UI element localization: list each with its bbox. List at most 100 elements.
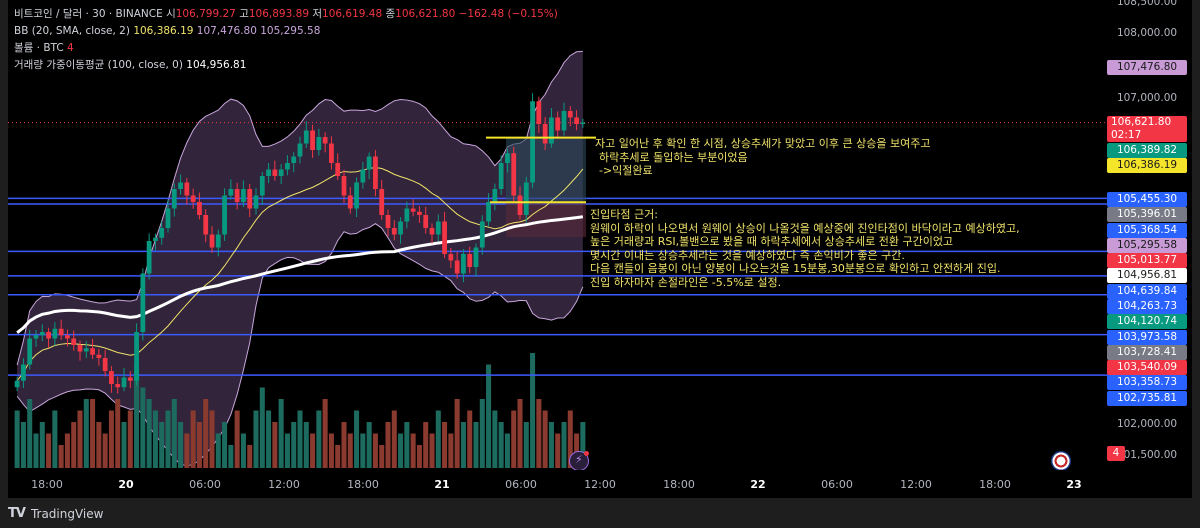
candle-body (222, 195, 227, 235)
volume-bar (486, 364, 492, 468)
note-line: 다음 캔들이 음봉이 아닌 양봉이 나오는것을 15분봉,30분봉으로 확인하고… (590, 262, 1001, 275)
volume-bar (228, 445, 234, 468)
price-label: 104,263.73 (1107, 299, 1187, 314)
price-plot[interactable] (8, 0, 1192, 470)
candle-body (385, 215, 391, 228)
bb-basis-line (16, 167, 584, 382)
price-tick: 102,000.00 (1116, 418, 1178, 430)
price-label: 104,120.74 (1107, 314, 1187, 329)
time-tick: 12:00 (900, 478, 932, 491)
price-label-text: 104,956.81 (1116, 269, 1178, 281)
high-label: 고 (239, 8, 249, 20)
bb-upper-line (16, 50, 583, 366)
volume-bar (567, 410, 573, 468)
volume-bar (278, 399, 284, 468)
price-label: 105,396.01 (1107, 207, 1187, 222)
volume-bar (266, 410, 272, 468)
candle-body (159, 228, 165, 238)
price-tick: 108,500.00 (1116, 0, 1178, 8)
candle-body (96, 354, 102, 358)
time-tick: 18:00 (31, 478, 63, 491)
us-flag-icon[interactable] (1051, 451, 1071, 470)
price-tick: 108,000.00 (1116, 27, 1178, 39)
candle-body (530, 101, 535, 183)
symbol-title[interactable]: 비트코인 / 달러 · 30 · BINANCE (14, 8, 163, 20)
candle-body (247, 189, 253, 209)
price-label-text: 103,728.41 (1116, 346, 1178, 358)
volume-bar (222, 422, 228, 468)
candle-body (46, 332, 51, 339)
volume-bar (140, 387, 146, 468)
volume-bar (328, 433, 334, 468)
candle-body (27, 338, 33, 365)
candle-body (39, 332, 45, 336)
candle-body (266, 169, 271, 176)
lightning-icon[interactable]: ⚡ (569, 451, 589, 470)
volume-bar (134, 364, 140, 468)
price-label: 104,956.81 (1107, 268, 1187, 283)
volume-bar (52, 410, 58, 468)
price-label-text: 103,358.73 (1116, 376, 1178, 388)
volume-bar (347, 433, 353, 468)
candle-body (398, 221, 403, 235)
time-tick: 06:00 (505, 478, 537, 491)
price-label-text: 104,263.73 (1116, 300, 1178, 312)
tradingview-logo[interactable]: TV TradingView (8, 506, 103, 521)
volume-bar (429, 433, 435, 468)
exit-note[interactable]: 자고 일어난 후 확인 한 시점, 상승추세가 맞았고 이후 큰 상승을 보여주… (595, 137, 930, 178)
vwma-label: 거래량 가중이동평균 (100, close, 0) (14, 59, 183, 71)
volume-bar (322, 399, 328, 468)
close-value: 106,621.80 (395, 8, 456, 20)
time-tick: 23 (1066, 478, 1082, 491)
time-tick: 18:00 (663, 478, 695, 491)
volume-bar (467, 410, 473, 468)
entry-note[interactable]: 진입타점 근거: 원웨이 하락이 나오면서 원웨이 상승이 나올것을 예상중에 … (590, 208, 1020, 289)
volume-bar (190, 410, 196, 468)
note-line: ->익절완료 (599, 164, 653, 177)
candle-body (442, 221, 447, 254)
candle-body (291, 156, 297, 163)
candle-body (486, 202, 491, 222)
chart-canvas[interactable]: 비트코인 / 달러 · 30 · BINANCE 시106,799.27 고10… (8, 0, 1192, 470)
price-label: 103,540.09 (1107, 360, 1187, 375)
vwma-row[interactable]: 거래량 가중이동평균 (100, close, 0) 104,956.81 (14, 57, 558, 74)
volume-bar (83, 399, 89, 468)
volume-row[interactable]: 볼륨 · BTC 4 (14, 40, 558, 57)
volume-bar (410, 433, 416, 468)
candle-body (153, 237, 158, 241)
candle-body (209, 234, 215, 248)
candle-body (272, 169, 278, 176)
candle-body (109, 371, 114, 384)
volume-bar (303, 422, 309, 468)
change-value: −162.48 (−0.15%) (458, 8, 558, 20)
candle-body (523, 182, 529, 215)
candle-body (203, 215, 209, 235)
volume-bar (479, 399, 485, 468)
high-value: 106,893.89 (248, 8, 309, 20)
candle-body (253, 195, 259, 209)
volume-bar (215, 433, 221, 468)
volume-bar (102, 433, 108, 468)
volume-bar (14, 410, 20, 468)
low-value: 106,619.48 (322, 8, 383, 20)
bb-row[interactable]: BB (20, SMA, close, 2) 106,386.19 107,47… (14, 23, 558, 40)
volume-bar (580, 422, 586, 468)
volume-bar (127, 410, 133, 468)
volume-bar (341, 422, 347, 468)
candle-body (165, 208, 171, 228)
volume-bar (460, 422, 466, 468)
volume-bar (209, 410, 215, 468)
volume-bar (504, 433, 510, 468)
candle-body (417, 211, 422, 215)
time-axis[interactable]: 18:00 20 06:00 12:00 18:00 21 06:00 12:00 18:00 2… (8, 470, 1192, 498)
price-label: 103,728.41 (1107, 345, 1187, 360)
chart-legend: 비트코인 / 달러 · 30 · BINANCE 시106,799.27 고10… (14, 6, 558, 74)
time-tick: 06:00 (189, 478, 221, 491)
price-label: 105,295.58 (1107, 238, 1187, 253)
candle-body (285, 163, 290, 170)
candle-body (391, 228, 397, 235)
volume-bar (253, 410, 259, 468)
volume-bar (234, 410, 240, 468)
volume-bar (165, 410, 171, 468)
volume-bar (291, 422, 297, 468)
